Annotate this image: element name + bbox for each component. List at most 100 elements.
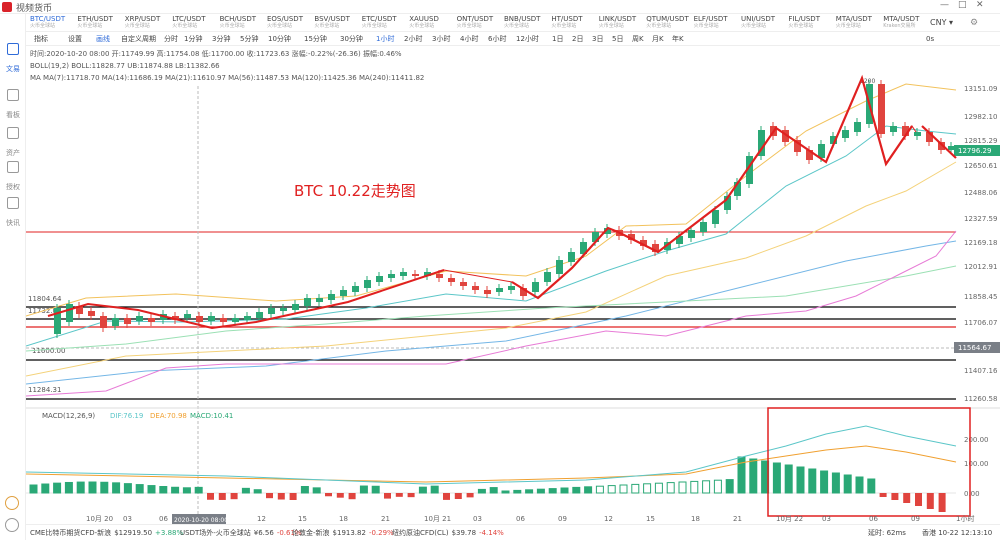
sidebar-item-assets[interactable]: 资产 <box>0 122 26 158</box>
period-button[interactable]: 5日 <box>612 35 624 43</box>
ma-long-line <box>26 240 957 385</box>
tab-symbol[interactable]: BCH/USDT 火币全球站 <box>220 15 286 31</box>
ticker-item[interactable]: 伦敦金-新浪 $1913.82 -0.29% <box>292 528 394 538</box>
candle-body <box>436 274 443 278</box>
settings-button[interactable]: 设置 <box>68 35 82 43</box>
macd-bar <box>725 479 734 494</box>
time-axis-label: 21 <box>381 515 390 523</box>
candle-body <box>54 308 61 334</box>
indicator-button[interactable]: 指标 <box>34 35 48 43</box>
period-button[interactable]: 月K <box>652 35 664 43</box>
tab-symbol[interactable]: HT/USDT 火币全球站 <box>551 15 617 31</box>
candle-body <box>148 318 155 322</box>
period-button[interactable]: 5分钟 <box>240 35 259 43</box>
price-axis-label: 12488.06 <box>964 189 998 197</box>
ticker-value: $1913.82 <box>332 529 366 537</box>
period-button[interactable]: 1日 <box>552 35 564 43</box>
tab-symbol[interactable]: EOS/USDT 火币全球站 <box>267 15 333 31</box>
period-button[interactable]: 3小时 <box>432 35 451 43</box>
tab-symbol[interactable]: BSV/USDT 火币全球站 <box>314 15 380 31</box>
macd-header: MACD(12,26,9) <box>42 412 95 420</box>
macd-dif-label: DIF:76.19 <box>110 412 143 420</box>
period-button[interactable]: 分时 <box>164 35 178 43</box>
ohlc-readout: 时间:2020-10-20 08:00 开:11749.99 高:11754.0… <box>30 49 402 58</box>
minimize-button[interactable]: — <box>940 0 949 10</box>
symbol-tabs: BTC/USDT 火币全球站 ETH/USDT 火币全球站 XRP/USDT 火币全球站 L… <box>26 14 1000 32</box>
ticker-item[interactable]: CME比特币期货CFD-新浪 $12919.50 +3.88% <box>30 528 183 538</box>
tab-symbol[interactable]: FIL/USDT 火币全球站 <box>788 15 854 31</box>
period-button[interactable]: 2小时 <box>404 35 423 43</box>
tab-symbol[interactable]: ETC/USDT 火币全球站 <box>362 15 428 31</box>
macd-bar <box>666 482 675 494</box>
period-button[interactable]: 3分钟 <box>212 35 231 43</box>
tab-symbol[interactable]: XAUUSD 火币全球站 <box>409 15 475 31</box>
candle-body <box>400 272 407 276</box>
macd-bar <box>536 488 545 494</box>
maximize-button[interactable]: □ <box>958 0 967 10</box>
tab-symbol[interactable]: BTC/USDT 火币全球站 <box>30 15 96 31</box>
close-button[interactable]: ✕ <box>976 0 984 10</box>
period-button[interactable]: 10分钟 <box>268 35 291 43</box>
candle-body <box>256 312 263 318</box>
time-axis-label: 03 <box>123 515 132 523</box>
tab-symbol[interactable]: LINK/USDT 火币全球站 <box>599 15 665 31</box>
tab-symbol[interactable]: ETH/USDT 火币全球站 <box>77 15 143 31</box>
period-button[interactable]: 15分钟 <box>304 35 327 43</box>
period-button[interactable]: 周K <box>632 35 644 43</box>
tab-exchange: 火币全球站 <box>124 23 150 29</box>
sidebar-item-news[interactable]: 快讯 <box>0 192 26 228</box>
tab-symbol[interactable]: ELF/USDT 火币全球站 <box>694 15 760 31</box>
tab-symbol[interactable]: UNI/USDT 火币全球站 <box>741 15 807 31</box>
tab-name: FIL/USDT <box>788 15 820 23</box>
tab-symbol[interactable]: XRP/USDT 火币全球站 <box>125 15 191 31</box>
draw-button[interactable]: 画线 <box>96 35 110 43</box>
candle-body <box>412 274 419 276</box>
tab-symbol[interactable]: LTC/USDT 火币全球站 <box>172 15 238 31</box>
gear-icon[interactable]: ⚙ <box>970 18 979 28</box>
period-button[interactable]: 年K <box>672 35 684 43</box>
chart-area[interactable]: 时间:2020-10-20 08:00 开:11749.99 高:11754.0… <box>26 46 1000 524</box>
trend-line-segment-2 <box>511 74 913 300</box>
period-button[interactable]: 1分钟 <box>184 35 203 43</box>
tab-symbol[interactable]: QTUM/USDT 火币全球站 <box>646 15 712 31</box>
ticker-item[interactable]: USDT场外-火币全球站 ¥6.56 -0.61% <box>180 528 302 538</box>
sidebar-item-trade[interactable]: 文易 <box>0 38 26 74</box>
alert-icon[interactable] <box>5 518 19 532</box>
macd-bar <box>171 486 180 494</box>
tab-symbol[interactable]: BNB/USDT 火币全球站 <box>504 15 570 31</box>
candle-body <box>352 286 359 292</box>
tab-symbol[interactable]: MTA/USDT Kraken交易所 <box>883 15 949 31</box>
price-axis-label: 12169.18 <box>964 239 997 247</box>
period-button[interactable]: 1小时 <box>376 35 395 43</box>
custom-period-button[interactable]: 自定义周期 <box>121 35 156 43</box>
period-button[interactable]: 3日 <box>592 35 604 43</box>
tab-symbol[interactable]: MTA/USDT 火币全球站 <box>836 15 902 31</box>
chart-icon <box>7 43 19 55</box>
time-axis-label: 15 <box>298 515 307 523</box>
macd-bar <box>407 493 415 498</box>
ticker-change: +3.88% <box>155 529 184 537</box>
crosshair-price-label: 11564.67 <box>958 344 991 352</box>
macd-bar <box>53 482 62 494</box>
period-button[interactable]: 6小时 <box>488 35 507 43</box>
key-icon <box>7 161 19 173</box>
sidebar-item-board[interactable]: 看板 <box>0 84 26 120</box>
candlestick-chart[interactable]: 时间:2020-10-20 08:00 开:11749.99 高:11754.0… <box>26 46 1000 524</box>
price-axis-label: 11858.45 <box>964 293 997 301</box>
ticker-item[interactable]: 纽约原油CFD(CL) $39.78 -4.14% <box>392 528 504 538</box>
candle-body <box>902 126 909 136</box>
tab-symbol[interactable]: ONT/USDT 火币全球站 <box>457 15 523 31</box>
period-button[interactable]: 30分钟 <box>340 35 363 43</box>
macd-bar <box>207 493 214 500</box>
period-button[interactable]: 2日 <box>572 35 584 43</box>
tab-name: HT/USDT <box>551 15 583 23</box>
period-button[interactable]: 12小时 <box>516 35 539 43</box>
macd-bar <box>831 472 840 494</box>
sidebar-item-auth[interactable]: 授权 <box>0 156 26 192</box>
macd-bar <box>525 489 534 494</box>
feedback-icon[interactable] <box>5 496 19 510</box>
currency-select[interactable]: CNY ▾ <box>930 18 954 27</box>
candle-body <box>640 240 647 246</box>
candle-body <box>948 146 955 150</box>
period-button[interactable]: 4小时 <box>460 35 479 43</box>
